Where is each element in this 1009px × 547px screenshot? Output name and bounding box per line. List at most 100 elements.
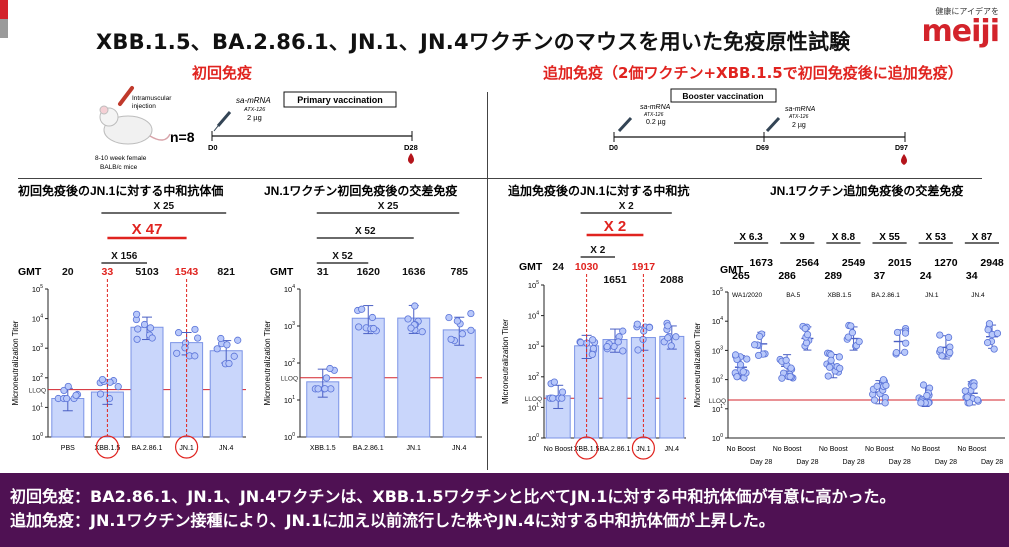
data-point <box>963 393 971 401</box>
gmt-value: 24 <box>920 270 932 282</box>
data-point <box>327 385 335 393</box>
fold-change-label: X 8.8 <box>832 232 856 243</box>
gmt-value: 286 <box>778 270 796 282</box>
chart-title: JN.1ワクチン追加免疫後の交差免疫 <box>770 183 963 198</box>
svg-text:D28: D28 <box>404 143 418 152</box>
gmt-value: 2564 <box>796 257 820 269</box>
data-point <box>223 341 231 349</box>
data-point <box>985 320 994 328</box>
data-point <box>990 345 998 353</box>
booster-section-title: 追加免疫（2価ワクチン+XBB.1.5で初回免疫後に追加免疫） <box>543 64 963 82</box>
data-point <box>848 329 856 337</box>
data-point <box>321 385 329 393</box>
y-tick-label: 101 <box>32 402 43 412</box>
y-tick-label: 103 <box>712 345 723 355</box>
gmt-value: 1543 <box>175 266 199 278</box>
data-point <box>736 361 745 369</box>
group-label: BA.2.86.1 <box>871 292 900 299</box>
gmt-value: 1651 <box>603 274 627 286</box>
data-point <box>844 333 852 341</box>
y-tick-label: 101 <box>712 404 723 414</box>
n-label: n=8 <box>170 129 195 145</box>
x-tick-label: Day 28 <box>750 459 772 466</box>
data-point <box>826 363 834 371</box>
fold-change-label: X 156 <box>111 251 138 262</box>
data-point <box>589 344 598 353</box>
lloq-label: LLOQ <box>709 398 726 405</box>
data-point <box>970 382 978 390</box>
svg-text:D0: D0 <box>208 143 218 152</box>
data-point <box>836 364 844 372</box>
data-point <box>326 364 334 373</box>
gmt-value: 20 <box>62 266 74 278</box>
group-label: BA.5 <box>786 292 800 299</box>
fold-change-label: X 53 <box>925 232 946 243</box>
data-point <box>603 343 611 351</box>
data-point <box>619 327 627 335</box>
svg-text:ATX-126: ATX-126 <box>643 112 664 118</box>
data-point <box>64 382 72 391</box>
data-point <box>973 396 982 404</box>
data-point <box>194 334 202 342</box>
svg-text:0.2 µg: 0.2 µg <box>646 119 666 126</box>
data-point <box>645 323 654 332</box>
data-point <box>549 394 557 402</box>
y-tick-label: 105 <box>712 287 723 297</box>
vaccination-schedule: Intramuscular injection 8-10 week female… <box>95 86 908 171</box>
data-point <box>140 320 149 329</box>
y-tick-label: 105 <box>528 280 539 290</box>
fold-change-label: X 47 <box>132 221 163 238</box>
data-point <box>923 391 931 400</box>
syringe-icon <box>213 111 232 132</box>
primary-section-title: 初回免疫 <box>192 64 253 82</box>
group-label: JN.4 <box>971 292 985 299</box>
svg-text:2 µg: 2 µg <box>247 113 262 122</box>
bar <box>130 326 164 438</box>
bar <box>351 317 385 438</box>
data-point <box>782 356 790 364</box>
data-point <box>467 326 475 334</box>
y-axis-label: Microneutralization Titer <box>693 322 702 407</box>
y-tick-label: 102 <box>528 372 539 382</box>
data-point <box>824 372 832 380</box>
svg-text:sa-mRNA: sa-mRNA <box>640 104 671 111</box>
fold-change-label: X 2 <box>590 245 605 256</box>
data-point <box>787 364 795 372</box>
data-point <box>754 351 763 360</box>
data-point <box>902 339 910 347</box>
x-tick-label: Day 28 <box>981 459 1003 466</box>
data-point <box>577 338 585 347</box>
data-point <box>946 348 954 357</box>
data-point <box>855 337 863 346</box>
data-point <box>369 324 378 333</box>
data-point <box>447 335 455 343</box>
data-point <box>901 329 910 337</box>
x-tick-label: BA.2.86.1 <box>600 446 631 453</box>
data-point <box>72 391 80 399</box>
y-tick-label: 101 <box>284 395 295 405</box>
x-tick-label: Day 28 <box>889 459 911 466</box>
data-point <box>873 382 881 390</box>
gmt-value: 265 <box>732 270 750 282</box>
svg-text:sa-mRNA: sa-mRNA <box>785 106 816 113</box>
x-tick-label: Day 28 <box>935 459 957 466</box>
y-tick-label: 103 <box>284 321 295 331</box>
chart-title: JN.1ワクチン初回免疫後の交差免疫 <box>264 183 457 198</box>
y-tick-label: 102 <box>284 358 295 368</box>
section-divider-vertical <box>487 92 488 470</box>
fold-change-label: X 2 <box>619 201 634 212</box>
y-tick-label: 103 <box>32 343 43 353</box>
data-point <box>983 339 992 347</box>
data-point <box>181 344 189 352</box>
y-tick-label: 104 <box>284 284 295 294</box>
data-point <box>60 386 68 395</box>
data-point <box>882 381 890 390</box>
group-label: JN.1 <box>925 292 939 299</box>
data-point <box>847 322 855 330</box>
fold-change-label: X 2 <box>604 218 627 235</box>
fold-change-label: X 25 <box>154 201 175 212</box>
y-tick-label: 100 <box>284 432 295 442</box>
bar <box>397 317 431 438</box>
chart-title: 追加免疫後のJN.1に対する中和抗体価 <box>508 183 690 198</box>
data-point <box>63 394 71 403</box>
